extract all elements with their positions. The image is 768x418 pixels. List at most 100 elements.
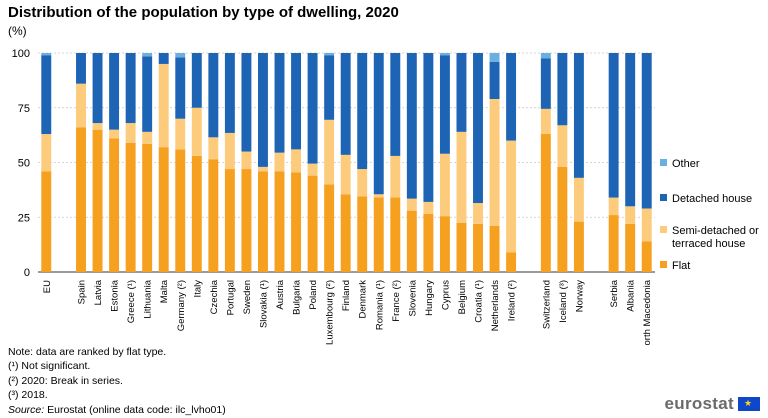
bar-flat (208, 159, 219, 272)
bar-detached (406, 53, 417, 199)
bar-flat (439, 216, 450, 272)
bar-flat (191, 155, 202, 272)
bar-flat (406, 210, 417, 272)
bar-detached (291, 53, 302, 150)
eurostat-logo: eurostat (665, 394, 760, 414)
y-unit-label: (%) (8, 24, 27, 38)
bar-flat (142, 143, 153, 272)
bar-semi (390, 155, 401, 198)
bar-other (540, 53, 551, 59)
bar-other (142, 53, 153, 57)
x-tick-label: Slovenia (407, 279, 418, 316)
x-tick-label: Germany (²) (176, 280, 187, 331)
bar-semi (625, 206, 636, 224)
bar-detached (557, 53, 568, 126)
note-ranking: Note: data are ranked by flat type. (8, 346, 167, 358)
bar-semi (41, 134, 52, 172)
bar-detached (573, 53, 584, 178)
bar-semi (373, 194, 384, 198)
bar-detached (274, 53, 285, 153)
x-tick-label: Austria (275, 279, 286, 309)
bar-semi (158, 63, 169, 148)
bar-detached (324, 55, 335, 120)
bar-flat (456, 222, 467, 272)
bar-semi (125, 123, 136, 143)
bar-semi (456, 131, 467, 223)
bar-semi (506, 140, 517, 253)
bar-semi (540, 108, 551, 135)
y-tick-label: 50 (18, 158, 30, 170)
bar-flat (473, 223, 483, 272)
bar-detached (41, 55, 52, 135)
bar-detached (456, 53, 467, 132)
bar-flat (109, 138, 120, 272)
x-tick-label: Sweden (242, 280, 253, 314)
bar-flat (125, 142, 136, 272)
bar-semi (307, 163, 318, 176)
bar-detached (92, 53, 103, 124)
bar-other (439, 53, 450, 56)
x-tick-label: Iceland (³) (558, 280, 569, 323)
bar-semi (191, 107, 202, 156)
x-tick-label: EU (42, 280, 53, 293)
bar-detached (307, 53, 318, 164)
x-tick-label: Poland (308, 280, 319, 310)
x-tick-label: Malta (159, 279, 170, 303)
bar-flat (540, 134, 551, 272)
x-tick-label: Netherlands (490, 280, 501, 331)
bar-semi (439, 153, 450, 217)
chart-title: Distribution of the population by type o… (8, 4, 399, 21)
bar-flat (625, 223, 636, 272)
bar-semi (489, 98, 500, 227)
stacked-bar-chart: 0 25 50 75 100 EU Spain Latvia Estonia Greece (¹)… (12, 48, 655, 345)
bar-semi (340, 154, 351, 195)
source-line: Source: Eurostat (online data code: ilc_… (8, 403, 226, 417)
bar-detached (540, 58, 551, 109)
x-tick-label: France (²) (391, 280, 402, 322)
bar-semi (291, 149, 302, 173)
bar-semi (406, 198, 417, 211)
bar-detached (506, 53, 517, 141)
bar-other (175, 53, 186, 58)
legend-label: Other (672, 158, 700, 170)
bar-semi (573, 177, 584, 222)
bar-flat (373, 197, 384, 272)
x-tick-label: Hungary (424, 280, 435, 316)
bar-detached (208, 53, 219, 138)
bar-flat (324, 184, 335, 272)
bar-flat (506, 252, 517, 272)
bar-semi (557, 125, 568, 167)
x-tick-label: Slovakia (¹) (258, 280, 269, 328)
bar-flat (258, 171, 268, 272)
bar-detached (608, 53, 619, 198)
bar-flat (608, 215, 619, 272)
bar-flat (241, 169, 252, 272)
bar-semi (142, 131, 153, 144)
bar-semi (208, 137, 219, 160)
bar-detached (142, 56, 153, 132)
bar-semi (224, 132, 235, 170)
x-tick-label: North Macedonia (642, 279, 653, 345)
x-tick-label: Greece (¹) (126, 280, 137, 323)
note-break-in-series: (²) 2020: Break in series. (8, 374, 123, 387)
bar-detached (224, 53, 235, 133)
source-label: Source: (8, 403, 45, 416)
brand-name: eurostat (664, 394, 734, 413)
x-tick-label: Portugal (225, 280, 236, 315)
bar-semi (641, 208, 652, 242)
bar-detached (390, 53, 401, 156)
y-tick-label: 75 (18, 103, 30, 115)
bar-flat (175, 149, 186, 272)
bar-semi (92, 123, 103, 130)
bar-flat (92, 129, 103, 272)
legend-label: Flat (672, 260, 691, 272)
bar-semi (241, 151, 252, 170)
x-tick-label: Finland (341, 280, 352, 311)
legend-swatch (660, 226, 667, 233)
bar-flat (573, 221, 584, 272)
bar-semi (473, 203, 483, 224)
x-tick-label: Luxembourg (²) (325, 280, 336, 345)
bar-detached (241, 53, 252, 152)
bar-detached (191, 53, 202, 108)
legend-label: Detached house (672, 193, 753, 205)
